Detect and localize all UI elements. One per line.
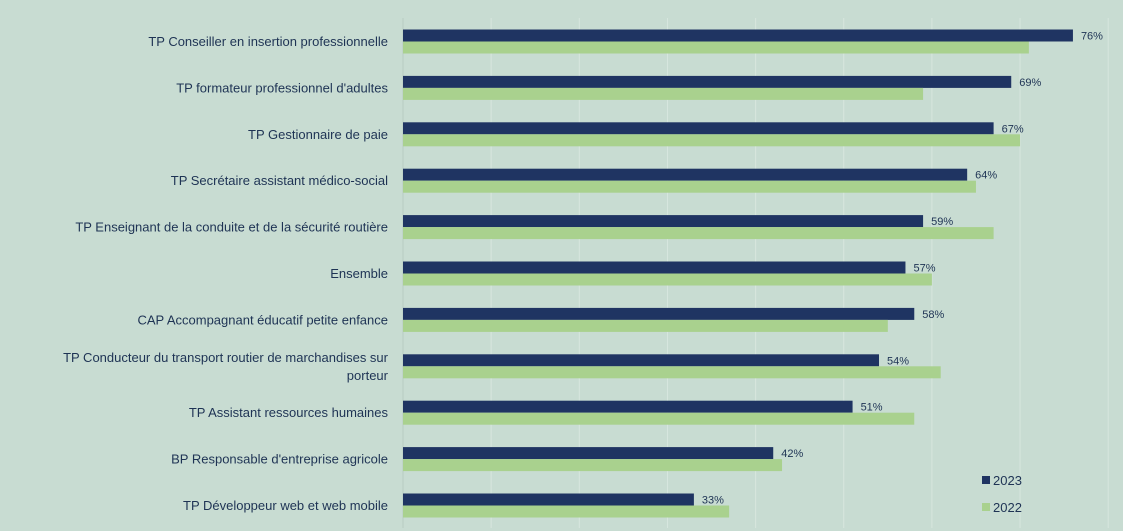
bar-2023 <box>403 354 880 367</box>
category-label: TP formateur professionnel d'adultes <box>176 80 388 95</box>
category-label: TP Secrétaire assistant médico-social <box>171 173 388 188</box>
bar-2023 <box>403 493 694 506</box>
category-label: TP Gestionnaire de paie <box>248 127 388 142</box>
bar-2022 <box>403 319 888 332</box>
bar-2022 <box>403 459 783 472</box>
bar-2022 <box>403 41 1029 54</box>
category-label: BP Responsable d'entreprise agricole <box>171 452 388 467</box>
data-label: 57% <box>913 263 935 275</box>
bar-2023 <box>403 122 994 135</box>
category-label: TP Assistant ressources humaines <box>189 405 389 420</box>
data-label: 58% <box>922 309 944 321</box>
bar-2023 <box>403 29 1073 42</box>
bar-2023 <box>403 400 853 413</box>
legend-swatch-2022 <box>982 503 990 511</box>
data-label: 76% <box>1081 31 1103 43</box>
bar-2022 <box>403 273 932 286</box>
bar-2022 <box>403 87 924 100</box>
bar-2022 <box>403 412 915 425</box>
bar-2022 <box>403 366 941 379</box>
bar-2023 <box>403 307 915 320</box>
bar-2022 <box>403 505 730 518</box>
legend-swatch-2023 <box>982 476 990 484</box>
category-label: porteur <box>347 368 389 383</box>
data-label: 67% <box>1002 123 1024 135</box>
bar-2022 <box>403 134 1021 147</box>
legend-label-2022: 2022 <box>993 500 1022 515</box>
bar-2022 <box>403 227 994 240</box>
data-label: 33% <box>702 495 724 507</box>
category-label: TP Développeur web et web mobile <box>183 498 388 513</box>
legend: 2023 2022 <box>982 473 1022 515</box>
category-labels: TP Conseiller en insertion professionnel… <box>63 34 389 513</box>
bar-2022 <box>403 180 976 193</box>
data-label: 64% <box>975 170 997 182</box>
category-label: TP Enseignant de la conduite et de la sé… <box>75 220 388 235</box>
legend-label-2023: 2023 <box>993 473 1022 488</box>
category-label: Ensemble <box>330 266 388 281</box>
bar-2023 <box>403 168 968 181</box>
category-label: TP Conducteur du transport routier de ma… <box>63 350 389 365</box>
data-label: 59% <box>931 216 953 228</box>
data-label: 51% <box>861 402 883 414</box>
bar-2023 <box>403 215 924 228</box>
bars <box>403 29 1073 518</box>
bar-2023 <box>403 447 774 460</box>
category-label: CAP Accompagnant éducatif petite enfance <box>137 312 388 327</box>
data-labels: 76% 69% 67% 64% 59% 57% 58% 54% 51% 42% 33% <box>702 31 1103 507</box>
bar-2023 <box>403 261 906 274</box>
data-label: 69% <box>1019 77 1041 89</box>
category-label: TP Conseiller en insertion professionnel… <box>148 34 388 49</box>
bar-2023 <box>403 75 1012 88</box>
data-label: 54% <box>887 355 909 367</box>
data-label: 42% <box>781 448 803 460</box>
